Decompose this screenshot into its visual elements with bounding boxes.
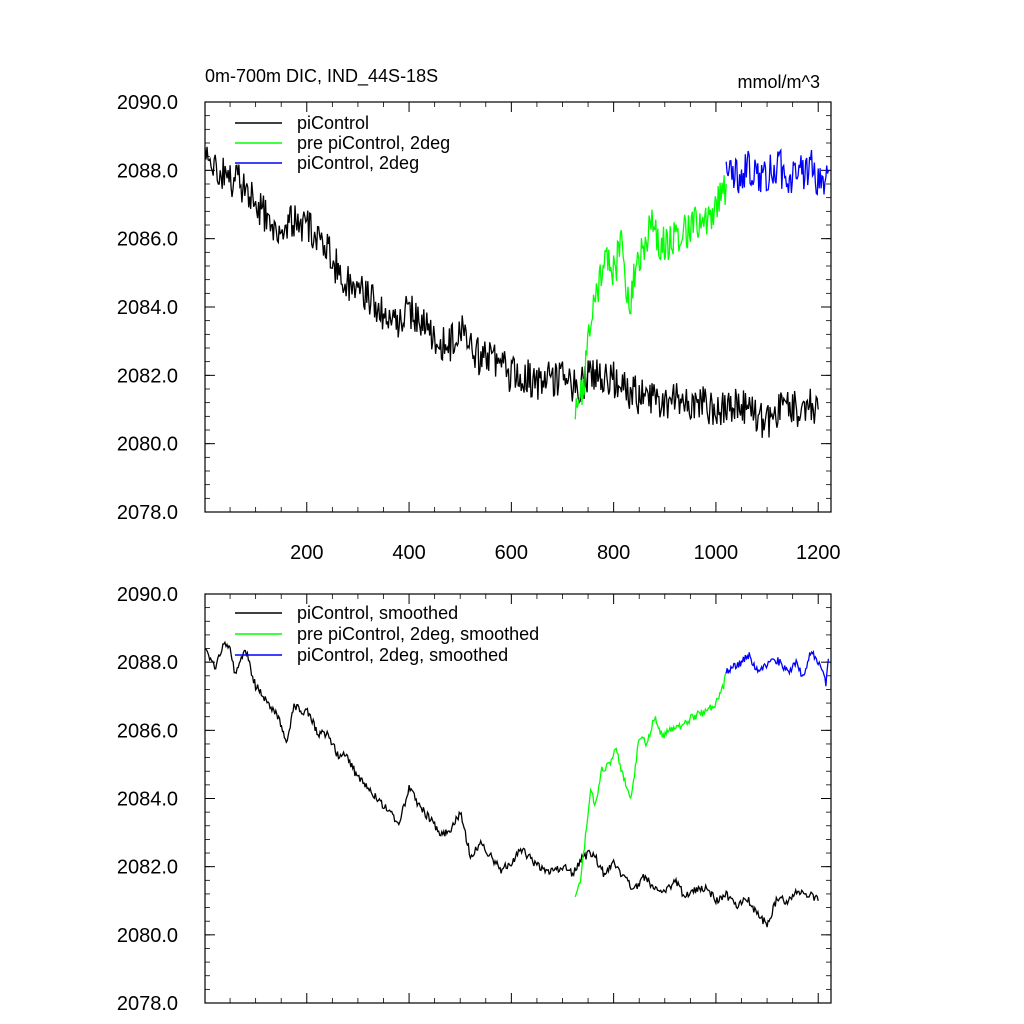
legend-label-piControl: piControl	[297, 113, 369, 133]
bottom-y-tick-label: 2080.0	[117, 925, 178, 947]
top-x-tick-label: 200	[290, 542, 323, 564]
top-x-tick-label: 800	[597, 542, 630, 564]
top-x-tick-label: 1000	[694, 542, 739, 564]
top-series-pre-piControl-2deg	[574, 175, 727, 420]
bottom-series-pre-piControl-2deg-smoothed	[574, 672, 727, 898]
legend-label-pre-piControl-2deg-smoothed: pre piControl, 2deg, smoothed	[297, 624, 539, 644]
top-x-tick-label: 1200	[796, 542, 841, 564]
bottom-y-tick-label: 2086.0	[117, 720, 178, 742]
top-panel: 0m-700m DIC, IND_44S-18S mmol/m^3 2078.0…	[117, 66, 841, 564]
top-y-tick-label: 2082.0	[117, 365, 178, 387]
top-panel-units: mmol/m^3	[738, 72, 820, 92]
legend-label-piControl-smoothed: piControl, smoothed	[297, 603, 458, 623]
top-panel-title: 0m-700m DIC, IND_44S-18S	[205, 66, 438, 87]
bottom-series-group	[204, 640, 830, 928]
bottom-y-tick-label: 2084.0	[117, 789, 178, 811]
legend-label-piControl-2deg: piControl, 2deg	[297, 153, 419, 173]
bottom-y-tick-label: 2078.0	[117, 993, 178, 1015]
top-y-tick-label: 2086.0	[117, 229, 178, 251]
bottom-y-tick-label: 2082.0	[117, 857, 178, 879]
bottom-y-axis: 2078.0 2080.0 2082.0 2084.0 2086.0 2088.0 2090…	[117, 584, 831, 1015]
bottom-y-tick-label: 2088.0	[117, 652, 178, 674]
top-x-axis: 200 400 600 800 1000 1200	[229, 102, 841, 564]
top-y-tick-label: 2090.0	[117, 92, 178, 114]
top-series-piControl	[204, 146, 819, 438]
top-y-tick-label: 2078.0	[117, 502, 178, 524]
bottom-y-tick-label: 2090.0	[117, 584, 178, 606]
top-y-axis: 2078.0 2080.0 2082.0 2084.0 2086.0 2088.0 2090…	[117, 92, 831, 524]
top-legend: piControl pre piControl, 2deg piControl,…	[235, 113, 450, 173]
top-series-group	[204, 146, 830, 438]
legend-label-pre-piControl-2deg: pre piControl, 2deg	[297, 133, 450, 153]
bottom-series-piControl-smoothed	[204, 640, 819, 928]
legend-label-piControl-2deg-smoothed: piControl, 2deg, smoothed	[297, 645, 508, 665]
top-series-piControl-2deg	[725, 148, 830, 196]
bottom-panel: 2078.0 2080.0 2082.0 2084.0 2086.0 2088.0 2090…	[117, 584, 832, 1015]
top-x-tick-label: 600	[495, 542, 528, 564]
bottom-legend: piControl, smoothed pre piControl, 2deg,…	[235, 603, 539, 665]
top-y-tick-label: 2080.0	[117, 434, 178, 456]
bottom-series-piControl-2deg-smoothed	[725, 649, 830, 687]
bottom-x-axis	[229, 594, 819, 1003]
top-y-tick-label: 2088.0	[117, 160, 178, 182]
top-y-tick-label: 2084.0	[117, 297, 178, 319]
top-x-tick-label: 400	[392, 542, 425, 564]
